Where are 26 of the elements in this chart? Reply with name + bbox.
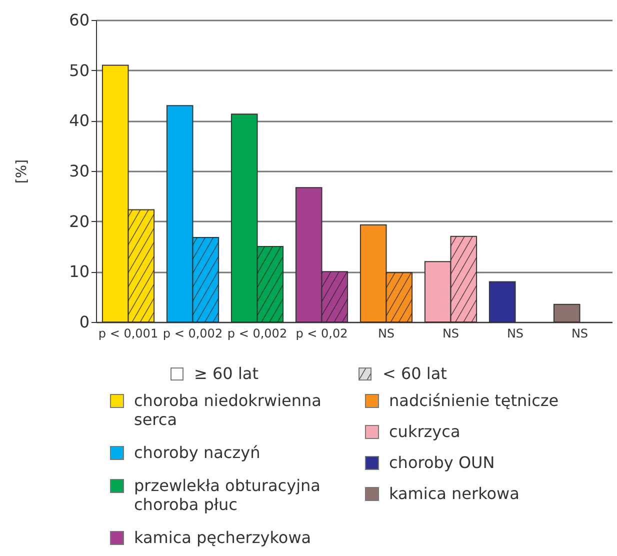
text: < 60 lat bbox=[382, 364, 447, 383]
text: choroby OUN bbox=[389, 453, 495, 472]
x-tick-label: NS bbox=[442, 326, 460, 340]
x-tick-label: NS bbox=[506, 326, 524, 340]
y-tick-label: 10 bbox=[69, 262, 90, 282]
x-tick-label: NS bbox=[571, 326, 588, 340]
y-tick-label: 30 bbox=[69, 162, 90, 180]
y-axis-title: [%] bbox=[14, 159, 30, 184]
text: kamica pęcherzykowa bbox=[134, 528, 312, 547]
text: przewlekła obturacyjna choroba płuc bbox=[134, 476, 322, 514]
y-tick-label: 60 bbox=[69, 10, 90, 30]
text: choroba niedokrwienna serca bbox=[134, 391, 322, 429]
text: choroby naczyń bbox=[134, 443, 262, 462]
x-tick-label: p < 0,002 bbox=[162, 326, 223, 340]
x-tick-label: NS bbox=[378, 326, 395, 340]
x-tick-label: p < 0,002 bbox=[227, 326, 288, 340]
x-tick-label: p < 0,02 bbox=[296, 326, 348, 340]
y-tick-label: 20 bbox=[69, 212, 90, 231]
x-tick-label: p < 0,001 bbox=[98, 326, 158, 340]
text: cukrzyca bbox=[389, 422, 460, 441]
y-tick-label: 50 bbox=[69, 60, 90, 80]
text: kamica nerkowa bbox=[389, 484, 520, 503]
y-tick-label: 40 bbox=[69, 111, 90, 130]
text: nadciśnienie tętnicze bbox=[389, 391, 559, 410]
text: ≥ 60 lat bbox=[194, 364, 258, 383]
y-tick-label: 0 bbox=[79, 312, 90, 332]
